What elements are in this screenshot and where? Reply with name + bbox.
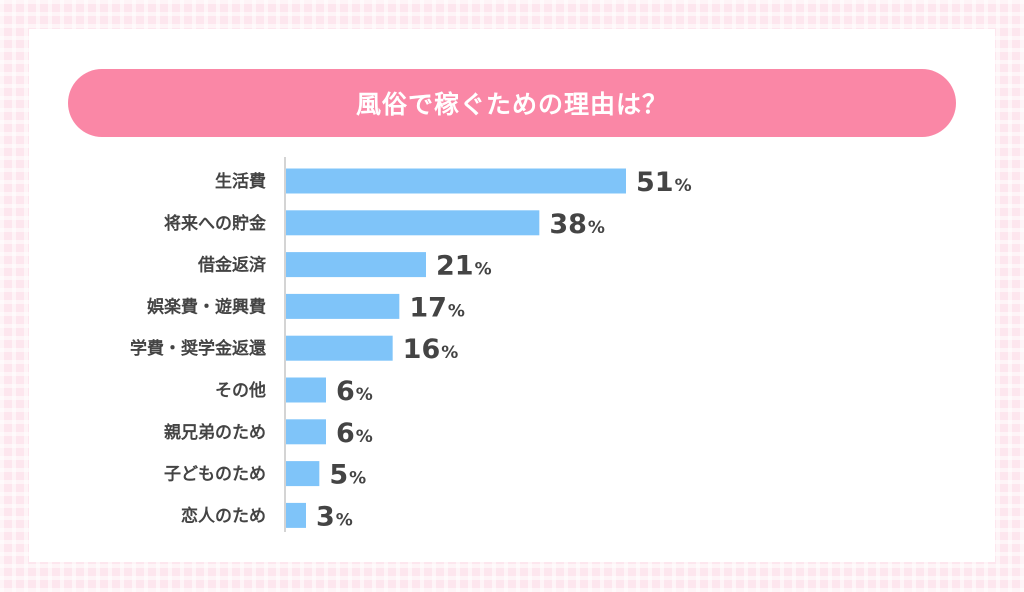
category-label: 生活費 <box>215 171 266 192</box>
category-label: 親兄弟のため <box>164 422 266 443</box>
value-label: 5% <box>329 460 366 491</box>
value-label: 21% <box>436 251 492 282</box>
value-label: 3% <box>316 501 353 532</box>
bar <box>286 293 400 319</box>
category-label: 将来への貯金 <box>164 213 267 234</box>
value-label: 17% <box>409 292 465 323</box>
bar <box>286 335 393 361</box>
bar <box>286 210 540 236</box>
chart-title: 風俗で稼ぐための理由は？ <box>68 69 956 137</box>
category-label: 借金返済 <box>197 255 267 276</box>
value-label: 38% <box>549 209 605 240</box>
bar <box>286 502 306 528</box>
bar <box>286 252 426 278</box>
category-label: 娯楽費・遊興費 <box>147 296 266 317</box>
bar <box>286 377 326 403</box>
category-label: 恋人のため <box>181 505 266 526</box>
bar <box>286 461 320 487</box>
chart-title-text: 風俗で稼ぐための理由は？ <box>355 90 668 119</box>
category-label: 子どものため <box>164 465 266 485</box>
bar <box>286 419 326 445</box>
value-label: 6% <box>336 418 373 449</box>
value-label: 16% <box>403 334 459 365</box>
bar <box>286 168 626 194</box>
category-label: その他 <box>215 380 266 401</box>
value-label: 51% <box>636 167 692 198</box>
value-label: 6% <box>336 376 373 407</box>
category-label: 学費・奨学金返還 <box>130 338 267 359</box>
